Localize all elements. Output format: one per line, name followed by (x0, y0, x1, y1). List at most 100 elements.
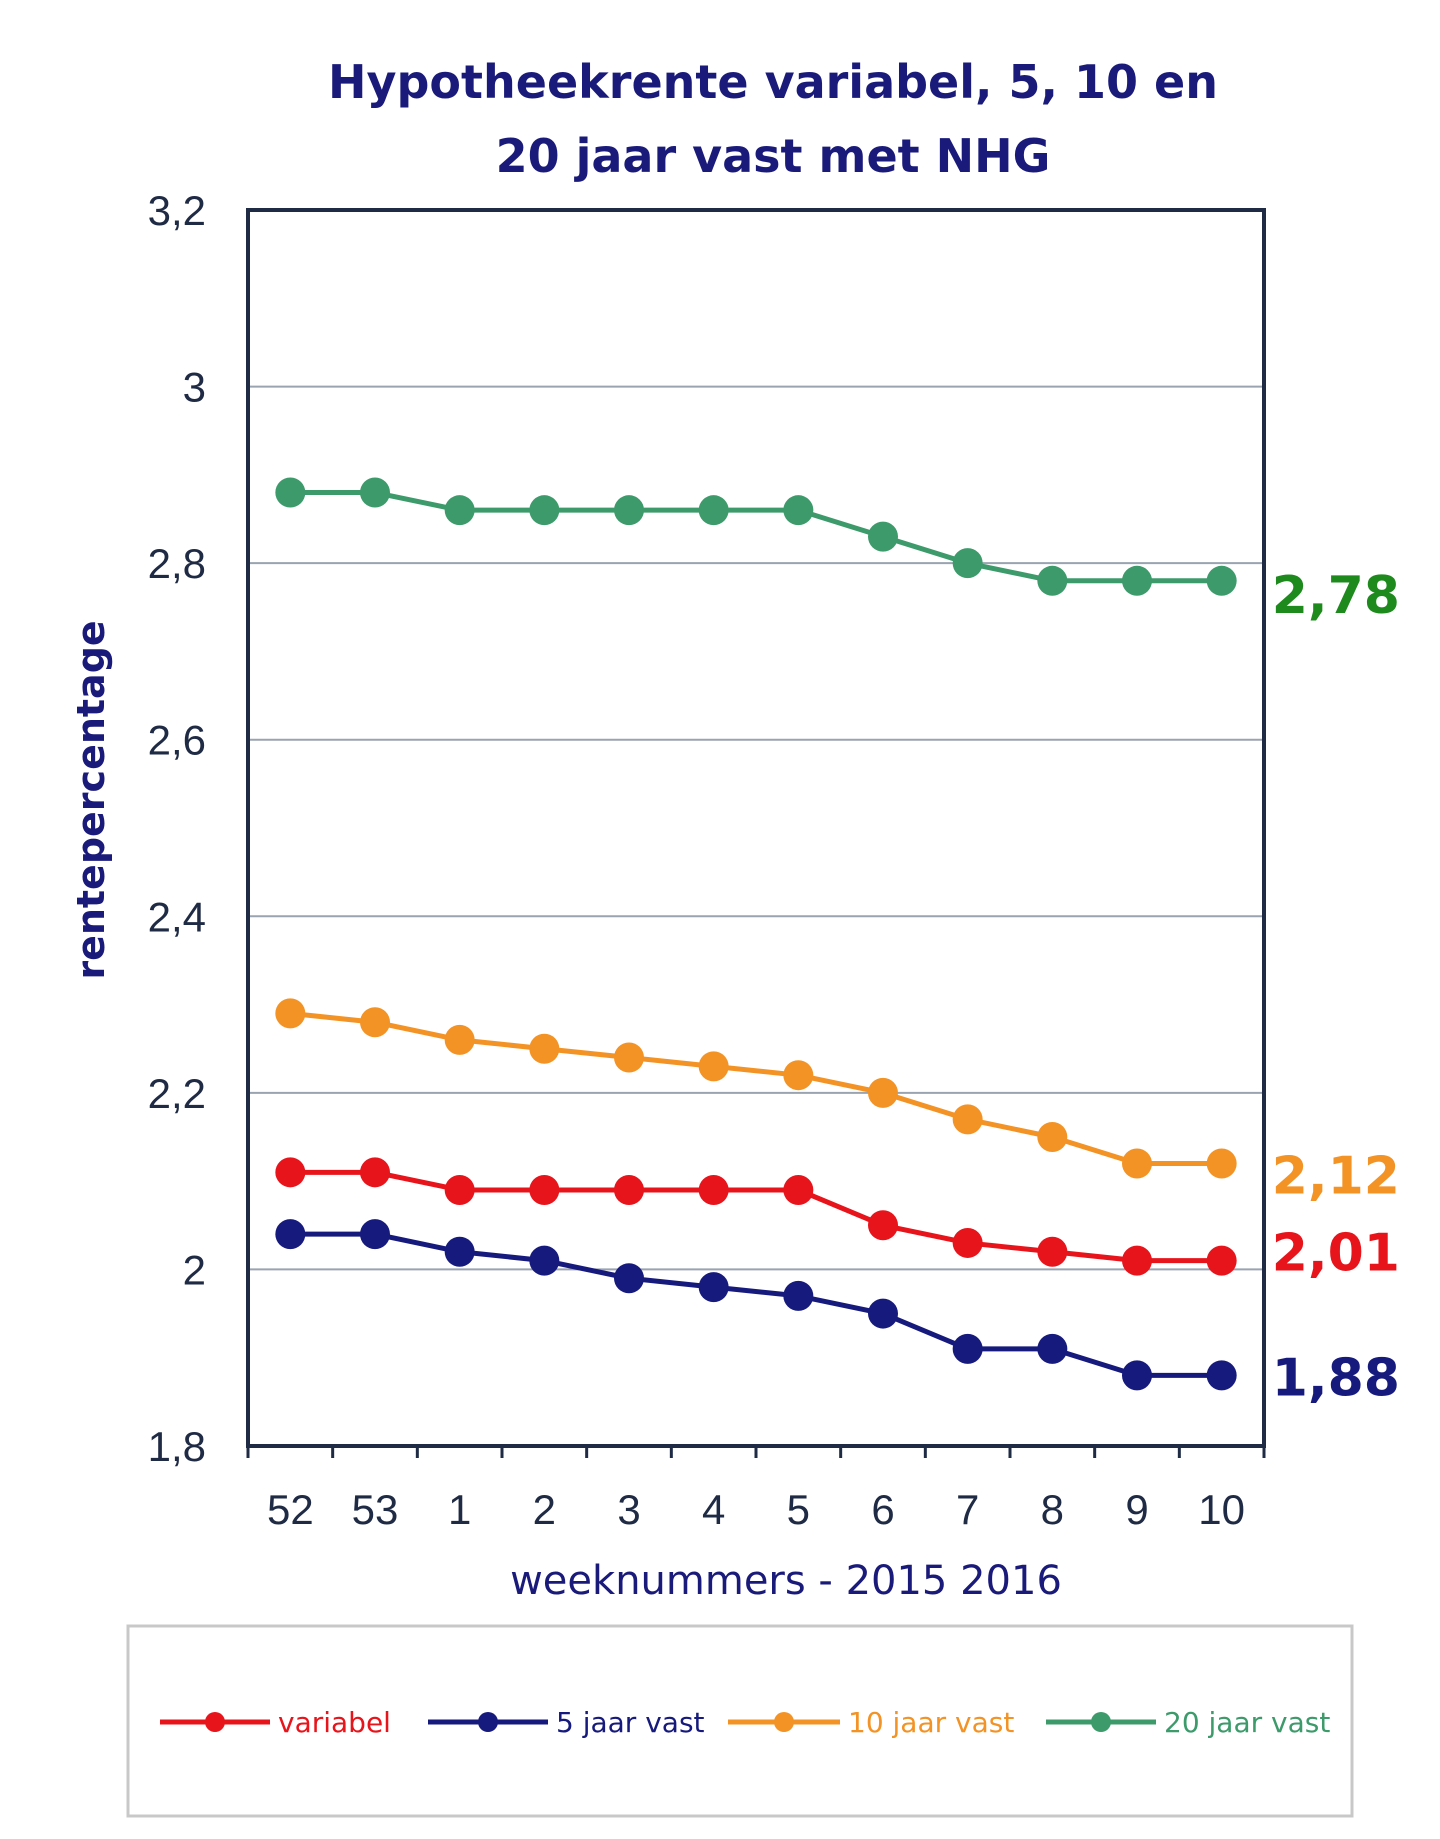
data-point (275, 477, 306, 508)
data-point (614, 495, 644, 526)
y-tick-label: 2,2 (148, 1070, 206, 1117)
legend-swatch-marker (1091, 1712, 1111, 1732)
chart-title-line-2: 20 jaar vast met NHG (496, 129, 1051, 183)
data-point (698, 1272, 729, 1303)
legend-swatch-marker (774, 1712, 794, 1732)
x-axis-label: weeknummers - 2015 2016 (510, 1558, 1062, 1604)
data-point (444, 1236, 475, 1267)
data-point (360, 1007, 390, 1038)
data-point (952, 548, 983, 579)
end-value-label: 2,01 (1272, 1224, 1400, 1284)
data-point (444, 1024, 475, 1055)
data-point (529, 1245, 560, 1276)
legend-item-5-jaar-vast: 5 jaar vast (428, 1706, 705, 1739)
data-point (444, 495, 475, 526)
data-point (360, 1219, 390, 1250)
x-axis-ticks: 52 53 1 2 3 4 5 6 7 8 9 10 (246, 1446, 1266, 1533)
data-point (1037, 1122, 1068, 1152)
data-point (275, 1219, 306, 1250)
data-point (360, 1157, 390, 1188)
plot-area-frame (246, 208, 1266, 1448)
legend: variabel 5 jaar vast 10 jaar vast 20 jaar v… (160, 1706, 1330, 1739)
data-point (868, 1077, 898, 1108)
legend-label: 10 jaar vast (848, 1706, 1014, 1739)
data-point (1122, 1360, 1152, 1391)
legend-item-10-jaar-vast: 10 jaar vast (728, 1706, 1014, 1739)
data-point (529, 1033, 560, 1064)
data-point (444, 1174, 475, 1205)
y-tick-label: 3 (183, 364, 206, 411)
legend-item-variabel: variabel (160, 1706, 391, 1739)
data-point (360, 477, 390, 508)
x-tick-label: 4 (702, 1486, 725, 1533)
data-point (275, 998, 306, 1029)
y-tick-label: 3,2 (148, 187, 206, 234)
x-tick-label: 6 (871, 1486, 894, 1533)
data-point (1122, 1245, 1152, 1276)
y-tick-label: 2,8 (148, 540, 206, 587)
gridlines (248, 385, 1264, 1271)
x-tick-label: 7 (956, 1486, 979, 1533)
data-point (1206, 1245, 1237, 1276)
data-point (614, 1174, 644, 1205)
data-point (952, 1333, 983, 1364)
y-axis-ticks: 1,8 2 2,2 2,4 2,6 2,8 3 3,2 (148, 187, 206, 1470)
legend-label: 20 jaar vast (1164, 1706, 1330, 1739)
data-point (275, 1157, 306, 1188)
series-end-labels: 2,01 1,88 2,12 2,78 (1272, 566, 1400, 1409)
x-tick-label: 5 (787, 1486, 810, 1533)
chart-title-line-1: Hypotheekrente variabel, 5, 10 en (328, 55, 1218, 109)
x-tick-label: 2 (533, 1486, 556, 1533)
data-point (952, 1227, 983, 1258)
data-point (614, 1263, 644, 1294)
data-point (783, 1174, 814, 1205)
legend-swatch-marker (205, 1712, 225, 1732)
series-lines (275, 477, 1237, 1391)
x-tick-label: 8 (1041, 1486, 1064, 1533)
legend-item-20-jaar-vast: 20 jaar vast (1046, 1706, 1330, 1739)
y-tick-label: 1,8 (148, 1423, 206, 1470)
y-axis-label: rentepercentage (69, 620, 113, 979)
x-tick-label: 53 (352, 1486, 399, 1533)
end-value-label: 2,78 (1272, 566, 1400, 626)
legend-label: 5 jaar vast (556, 1706, 705, 1739)
data-point (783, 1280, 814, 1311)
legend-swatch-marker (478, 1712, 498, 1732)
data-point (783, 1060, 814, 1091)
data-point (529, 495, 560, 526)
series-5-jaar-vast (275, 1219, 1237, 1391)
data-point (1206, 1148, 1237, 1179)
data-point (1122, 1148, 1152, 1179)
data-point (868, 521, 898, 552)
data-point (1037, 1333, 1068, 1364)
data-point (1037, 565, 1068, 596)
series-line (290, 490, 1222, 584)
series-line (290, 1010, 1222, 1166)
y-tick-label: 2,4 (148, 893, 206, 940)
x-tick-label: 52 (267, 1486, 314, 1533)
data-point (529, 1174, 560, 1205)
data-point (1122, 565, 1152, 596)
data-point (614, 1042, 644, 1073)
y-tick-label: 2,6 (148, 717, 206, 764)
data-point (1206, 1360, 1237, 1391)
y-tick-label: 2 (183, 1246, 206, 1293)
data-point (698, 1051, 729, 1082)
data-point (698, 1174, 729, 1205)
series-20-jaar-vast (275, 477, 1237, 596)
data-point (698, 495, 729, 526)
series-10-jaar-vast (275, 998, 1237, 1179)
data-point (952, 1104, 983, 1135)
data-point (783, 495, 814, 526)
data-point (1037, 1236, 1068, 1267)
series-variabel (275, 1157, 1237, 1276)
x-tick-label: 3 (617, 1486, 640, 1533)
data-point (868, 1210, 898, 1241)
data-point (868, 1298, 898, 1329)
end-value-label: 1,88 (1272, 1348, 1400, 1408)
x-tick-label: 1 (448, 1486, 471, 1533)
legend-label: variabel (278, 1706, 391, 1739)
data-point (1206, 565, 1237, 596)
end-value-label: 2,12 (1272, 1146, 1400, 1206)
